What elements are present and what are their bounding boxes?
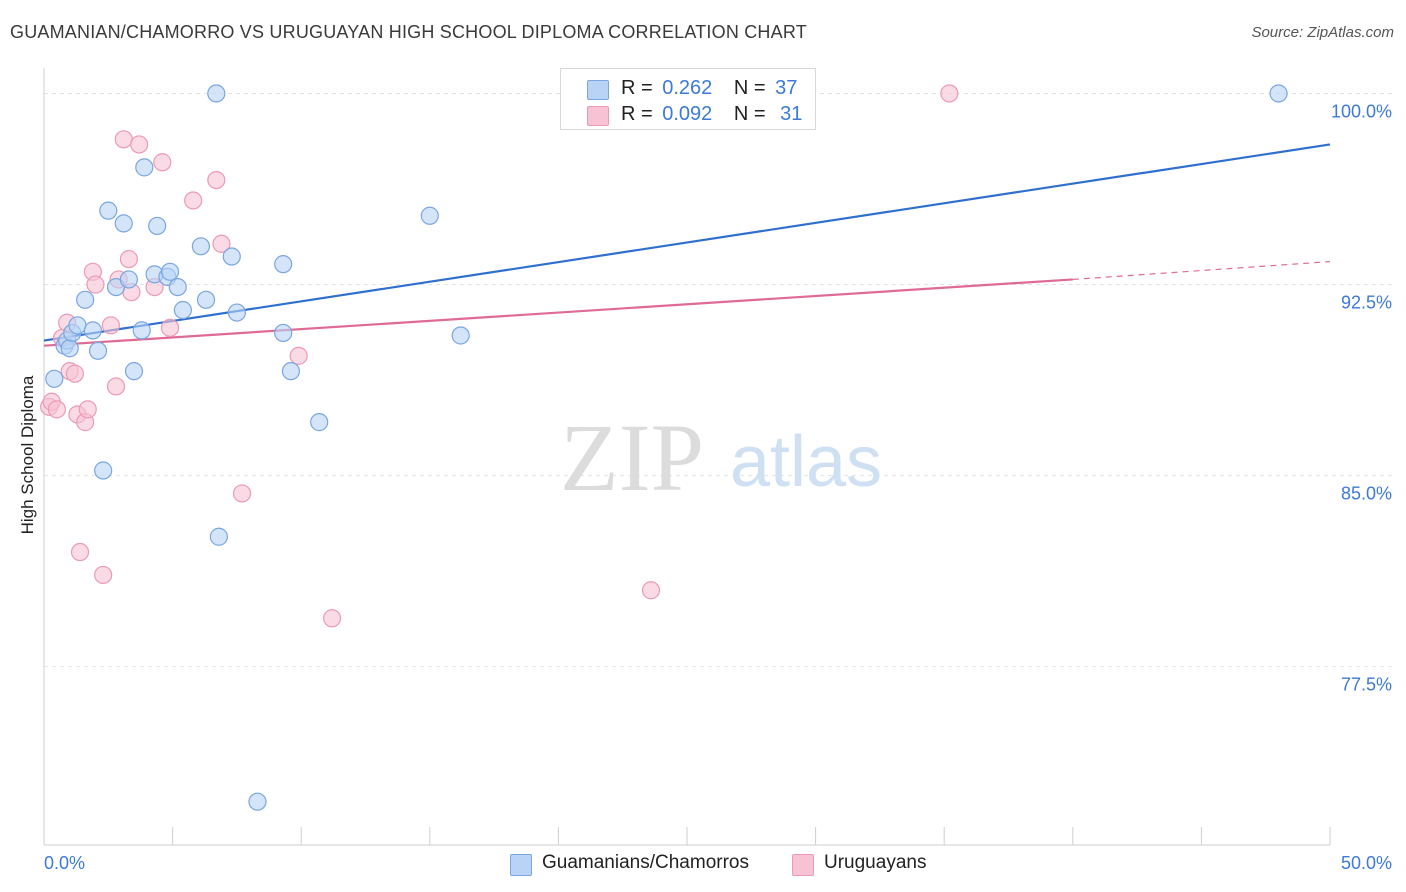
watermark-atlas: atlas <box>730 422 882 502</box>
uruguayan-point <box>114 130 133 149</box>
y-tick-labels: 77.5% 85.0% 92.5% 100.0% <box>1331 101 1392 694</box>
chart-title: GUAMANIAN/CHAMORRO VS URUGUAYAN HIGH SCH… <box>10 22 807 42</box>
y-tick-label: 92.5% <box>1341 293 1392 313</box>
bottom-legend-label: Guamanians/Chamorros <box>542 852 749 873</box>
watermark-zip: ZIP <box>560 404 704 511</box>
legend-n-value: 31 <box>780 103 803 125</box>
y-tick-label: 100.0% <box>1331 101 1392 121</box>
guamanian-point <box>191 237 210 256</box>
legend-n-label: N = <box>733 103 766 125</box>
uruguayan-point <box>232 484 252 503</box>
guamanian-point <box>124 362 144 381</box>
guamanian-trend-line <box>43 143 1331 342</box>
uruguayan-point <box>940 84 959 103</box>
grid-lines <box>44 92 1392 668</box>
legend-r-value: 0.092 <box>662 103 713 125</box>
guamanian-point <box>207 84 226 103</box>
uruguayan-point <box>641 581 661 600</box>
bottom-legend-swatch-blue <box>510 854 532 876</box>
legend-swatch-pink <box>587 106 609 126</box>
uruguayan-point <box>65 364 84 383</box>
guamanian-point <box>168 277 187 297</box>
guamanian-point <box>148 216 167 236</box>
x-tick-label: 50.0% <box>1341 853 1392 873</box>
guamanian-point <box>68 316 87 335</box>
guamanian-point <box>160 262 180 281</box>
guamanian-point <box>88 341 108 360</box>
guamanian-point <box>83 321 102 340</box>
legend-r-value: 0.262 <box>662 77 713 99</box>
guamanian-point <box>135 158 154 177</box>
guamanian-point <box>94 461 113 480</box>
legend-n-label: N = <box>733 77 766 99</box>
uruguayan-point <box>86 275 105 294</box>
uruguayan-point <box>212 234 231 253</box>
guamanian-point <box>173 300 192 320</box>
guamanian-point <box>281 362 301 381</box>
guamanian-point <box>274 255 293 274</box>
guamanian-point <box>99 201 118 220</box>
uruguayan-point <box>184 191 203 210</box>
guamanian-point <box>132 321 151 340</box>
source-note: Source: ZipAtlas.com <box>1251 24 1394 41</box>
correlation-legend: R = 0.262 N = 37 R = 0.092 N = 31 <box>560 68 816 130</box>
uruguayan-point <box>289 346 308 365</box>
uruguayan-point <box>153 153 172 172</box>
uruguayan-point <box>70 542 90 562</box>
x-tick-labels: 0.0% 50.0% <box>44 853 1392 873</box>
y-tick-label: 85.0% <box>1341 484 1392 504</box>
uruguayan-point <box>160 318 180 337</box>
bottom-legend-swatch-pink <box>792 854 814 876</box>
uruguayan-point <box>47 400 66 419</box>
uruguayan-trend-line <box>43 278 1073 347</box>
watermark: ZIP atlas <box>560 404 882 511</box>
uruguayan-point <box>130 135 149 154</box>
guamanian-point <box>222 247 241 266</box>
legend-swatch-blue <box>587 80 609 100</box>
guamanian-point <box>274 323 293 343</box>
uruguayan-point <box>78 400 97 419</box>
guamanian-point <box>227 303 246 322</box>
bottom-legend-label: Uruguayans <box>824 852 927 873</box>
legend-r-label: R = <box>621 77 653 99</box>
guamanian-point <box>60 339 79 358</box>
guamanian-point <box>76 290 95 309</box>
guamanian-point <box>420 206 439 225</box>
guamanian-point <box>45 369 64 388</box>
uruguayan-point <box>207 170 226 190</box>
uruguayan-point <box>94 565 113 585</box>
guamanian-point <box>196 290 216 309</box>
axes <box>43 68 1331 846</box>
guamanian-point <box>310 413 329 432</box>
guamanian-point <box>248 792 267 811</box>
trend-lines <box>43 143 1331 347</box>
y-tick-label: 77.5% <box>1341 675 1392 695</box>
uruguayan-point <box>101 316 120 335</box>
x-tick-label: 0.0% <box>44 853 85 873</box>
uruguayan-trend-extension <box>1072 261 1331 281</box>
uruguayan-point <box>106 377 126 396</box>
data-points <box>40 84 1288 811</box>
legend-n-value: 37 <box>775 77 798 99</box>
legend-r-label: R = <box>621 103 653 125</box>
uruguayan-point <box>322 609 342 628</box>
guamanian-point <box>1269 84 1288 103</box>
guamanian-point <box>209 527 228 546</box>
guamanian-point <box>119 270 138 289</box>
guamanian-point <box>451 326 470 345</box>
uruguayan-point <box>119 249 138 269</box>
guamanian-point <box>114 214 133 233</box>
